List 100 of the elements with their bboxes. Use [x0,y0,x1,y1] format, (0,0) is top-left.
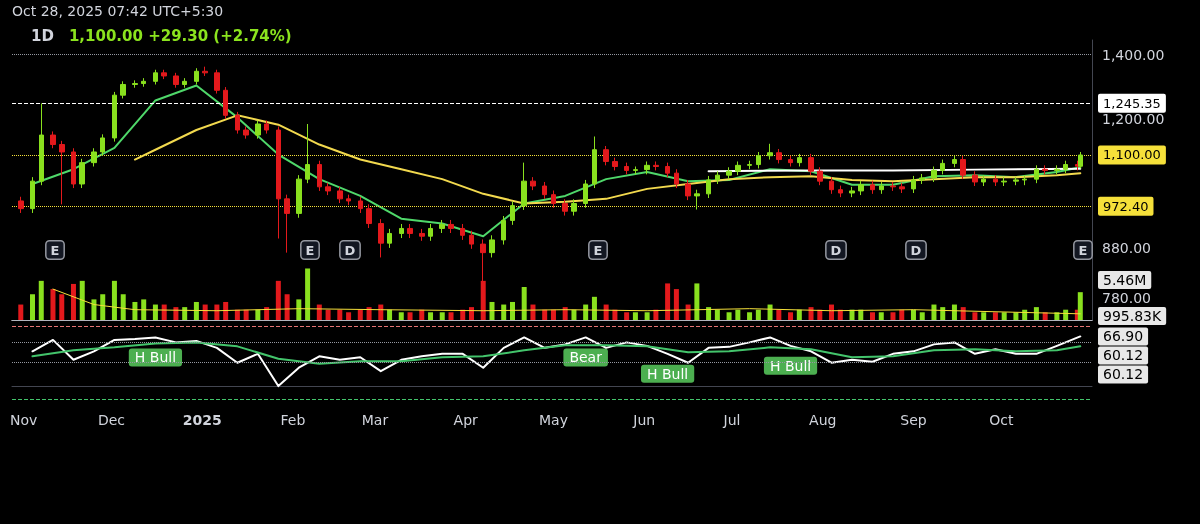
bar [111,280,117,320]
bar [387,309,393,320]
candlestick [838,185,843,198]
y-tick-label: 880.00 [1102,239,1151,256]
ref-line-label: 972.40 [1103,198,1149,214]
bar [940,307,946,320]
candlestick [1063,160,1068,174]
bar [706,307,712,320]
candlestick [624,162,629,175]
candlestick [305,123,310,184]
candlestick [214,69,220,95]
candlestick [583,179,588,209]
annotation: Bear [569,349,603,366]
bar [1033,307,1039,320]
bar [378,304,384,320]
candlestick [39,102,44,186]
annotation: 995.83K [1103,308,1162,325]
candlestick [358,196,363,214]
candlestick [1022,174,1027,186]
candlestick [161,69,167,80]
bar [624,312,630,320]
x-tick-label: 2025 [182,412,222,428]
x-tick-label: Aug [809,412,837,428]
bar [275,280,281,320]
candlestick [879,181,884,195]
bar [632,312,638,320]
annotation: E [1078,242,1088,258]
candlestick [592,135,597,189]
candlestick [685,179,691,201]
x-tick-label: Jun [632,412,656,428]
bar [972,312,978,320]
candlestick [194,67,199,85]
bar [747,312,753,320]
bar [869,312,875,320]
bar [644,312,650,320]
candlestick [829,176,834,195]
candlestick [521,162,527,211]
bar [910,309,916,320]
candlestick [817,166,823,186]
candlestick [378,218,384,258]
candlestick [644,160,650,175]
bar [931,304,937,320]
bar [91,299,97,320]
bar [501,304,507,320]
annotation: 60.12 [1103,366,1144,383]
bar [70,283,76,320]
bar [951,304,957,320]
candlestick [972,170,978,187]
candlestick [919,173,925,185]
candlestick [551,190,556,209]
candlestick [182,77,187,89]
bar [550,309,556,320]
bar [521,287,527,320]
candlestick [960,155,966,180]
bar [665,283,671,320]
bar [398,312,404,320]
candlestick [460,223,465,241]
candlestick [100,133,105,157]
annotation: D [910,242,922,258]
bar [603,304,609,320]
candlestick [439,219,445,234]
bar [79,280,85,320]
candlestick [399,223,404,239]
candlestick [59,140,65,205]
bar [296,299,302,320]
candlestick [18,196,24,214]
candlestick [776,148,782,164]
bar [726,312,732,320]
annotation: 60.12 [1103,347,1144,364]
ref-line-label: 1,100.00 [1103,147,1161,163]
x-tick-label: Nov [10,412,38,428]
candlestick [1013,176,1019,186]
candlestick [899,182,905,194]
bar [305,268,311,320]
candlestick [612,157,618,171]
candlestick [858,180,864,196]
bar [173,307,179,320]
candlestick [141,77,146,88]
bar [120,294,126,320]
x-tick-label: May [538,412,568,428]
candlestick [633,166,638,175]
bar [981,312,987,320]
candlestick [726,166,732,180]
candlestick [407,223,413,239]
bar [50,289,56,320]
candlestick [202,66,208,77]
candlestick [808,153,814,176]
annotation: E [50,242,60,258]
candlestick [50,130,56,149]
bar [59,294,65,320]
bar [407,312,413,320]
candlestick [153,69,158,85]
bar [337,309,343,320]
candlestick [337,186,343,204]
candlestick [603,145,609,166]
x-tick-label: Apr [453,412,479,428]
candlestick [756,151,761,169]
candlestick [325,182,331,196]
candlestick [346,194,351,206]
candlestick [296,174,302,219]
